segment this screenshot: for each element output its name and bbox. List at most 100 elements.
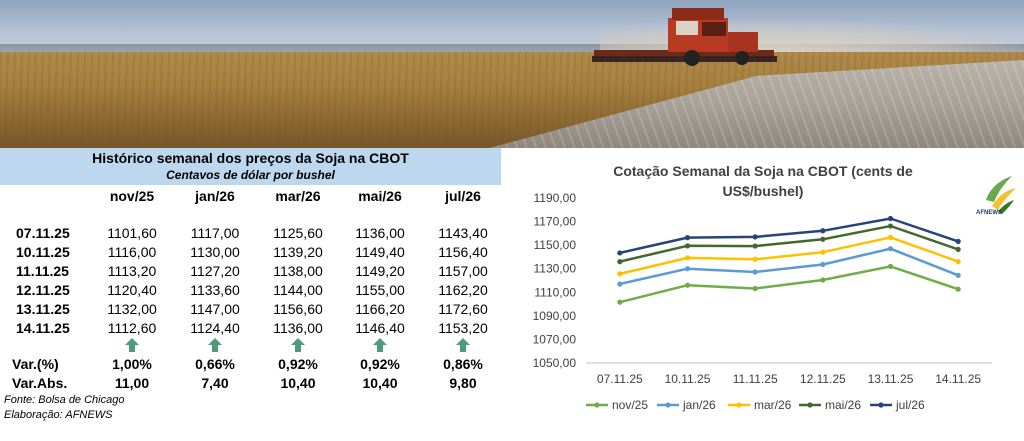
legend-label: mai/26 (825, 398, 861, 412)
data-point (684, 255, 691, 261)
data-point (887, 223, 894, 229)
table-cell: 1136,00 (355, 225, 405, 241)
var-abs-cell: 7,40 (201, 375, 229, 391)
credit-note: Elaboração: AFNEWS (4, 409, 113, 421)
var-pct-cell: 1,00% (112, 356, 152, 372)
table-cell: 1139,20 (273, 244, 323, 260)
legend-marker (878, 402, 884, 408)
data-point (752, 243, 758, 249)
table-cell: 1120,40 (107, 282, 157, 298)
table-title: Histórico semanal dos preços da Soja na … (92, 150, 409, 166)
legend-label: jul/26 (895, 398, 925, 412)
data-point (684, 243, 691, 249)
table-cell: 1116,00 (107, 244, 157, 260)
combine-harvester-icon (592, 8, 777, 66)
table-cell: 1149,40 (355, 244, 405, 260)
data-point (955, 286, 961, 292)
data-point (887, 263, 894, 269)
table-row: 14.11.25 1112,60 1124,40 1136,00 1146,40… (0, 320, 501, 338)
table-cell: 1127,20 (190, 263, 240, 279)
chart-title: Cotação Semanal da Soja na CBOT (cents d… (613, 163, 913, 199)
price-history-table: Histórico semanal dos preços da Soja na … (0, 148, 501, 441)
afnews-logo-icon (986, 176, 1016, 214)
legend-marker (807, 402, 813, 408)
var-pct-cell: 0,92% (278, 356, 318, 372)
table-row: 07.11.25 1101,60 1117,00 1125,60 1136,00… (0, 225, 501, 243)
data-point (684, 266, 691, 272)
data-point (617, 281, 623, 287)
data-point (617, 259, 623, 265)
var-abs-cell: 9,80 (449, 375, 477, 391)
data-point (887, 234, 894, 240)
table-cell: 1156,40 (438, 244, 488, 260)
y-tick-label: 1130,00 (534, 262, 577, 276)
row-date: 07.11.25 (16, 225, 70, 241)
y-tick-label: 1090,00 (533, 309, 577, 323)
data-point (955, 246, 961, 252)
var-abs-label: Var.Abs. (12, 375, 68, 391)
var-abs-cell: 10,40 (280, 375, 316, 391)
var-abs-cell: 11,00 (114, 375, 150, 391)
column-header: jul/26 (445, 188, 481, 204)
table-cell: 1125,60 (273, 225, 323, 241)
table-cell: 1156,60 (273, 301, 323, 317)
table-cell: 1112,60 (107, 320, 157, 336)
y-tick-label: 1150,00 (534, 238, 577, 252)
column-header: mai/26 (358, 188, 402, 204)
price-line-chart: Cotação Semanal da Soja na CBOT (cents d… (502, 148, 1024, 441)
data-point (684, 235, 691, 241)
y-tick-label: 1050,00 (533, 356, 577, 370)
legend-label: jan/26 (682, 398, 716, 412)
var-abs-cell: 10,40 (362, 375, 398, 391)
y-tick-label: 1170,00 (534, 215, 577, 229)
table-cell: 1113,20 (107, 263, 157, 279)
table-cell: 1149,20 (355, 263, 405, 279)
table-cell: 1124,40 (190, 320, 240, 336)
var-pct-cell: 0,92% (360, 356, 400, 372)
table-cell: 1101,60 (107, 225, 157, 241)
table-cell: 1166,20 (355, 301, 405, 317)
row-date: 12.11.25 (16, 282, 70, 298)
data-point (820, 261, 826, 268)
data-point (955, 238, 961, 244)
table-cell: 1162,20 (438, 282, 488, 298)
data-point (684, 282, 691, 288)
var-pct-cell: 0,86% (443, 356, 483, 372)
chart-canvas: 1050,00 1070,00 1090,00 1110,00 1130,00 1150,… (533, 191, 992, 412)
table-row: 13.11.25 1132,00 1147,00 1156,60 1166,20… (0, 301, 501, 319)
x-tick-label: 10.11.25 (665, 372, 711, 386)
table-row: 11.11.25 1113,20 1127,20 1138,00 1149,20… (0, 263, 501, 281)
legend-marker (736, 402, 742, 408)
series-line-jan-26 (619, 247, 959, 286)
table-row: 10.11.25 1116,00 1130,00 1139,20 1149,40… (0, 244, 501, 262)
row-date: 13.11.25 (16, 301, 70, 317)
data-point (752, 269, 758, 275)
table-header-band: Histórico semanal dos preços da Soja na … (0, 148, 501, 185)
data-point (887, 215, 894, 222)
table-cell: 1153,20 (438, 320, 488, 336)
data-point (617, 271, 623, 277)
table-cell: 1138,00 (273, 263, 323, 279)
table-cell: 1155,00 (355, 282, 405, 298)
y-tick-label: 1110,00 (534, 285, 576, 299)
var-pct-cell: 0,66% (195, 356, 235, 372)
table-subtitle: Centavos de dólar por bushel (166, 168, 335, 182)
source-note: Fonte: Bolsa de Chicago (4, 394, 125, 406)
table-cell: 1146,40 (355, 320, 405, 336)
legend-label: mar/26 (754, 398, 792, 412)
table-cell: 1172,60 (438, 301, 488, 317)
table-cell: 1133,60 (190, 282, 240, 298)
table-cell: 1117,00 (190, 225, 240, 241)
harvest-photo (0, 0, 1024, 148)
column-header: jan/26 (195, 188, 235, 204)
row-date: 14.11.25 (16, 320, 70, 336)
table-cell: 1144,00 (273, 282, 323, 298)
table-cell: 1157,00 (438, 263, 488, 279)
up-arrow-icon (291, 338, 305, 352)
series-line-mai-26 (619, 224, 959, 263)
row-date: 10.11.25 (16, 244, 70, 260)
table-cell: 1132,00 (107, 301, 157, 317)
table-cell: 1136,00 (273, 320, 323, 336)
data-point (752, 256, 758, 262)
up-arrow-icon (456, 338, 470, 352)
